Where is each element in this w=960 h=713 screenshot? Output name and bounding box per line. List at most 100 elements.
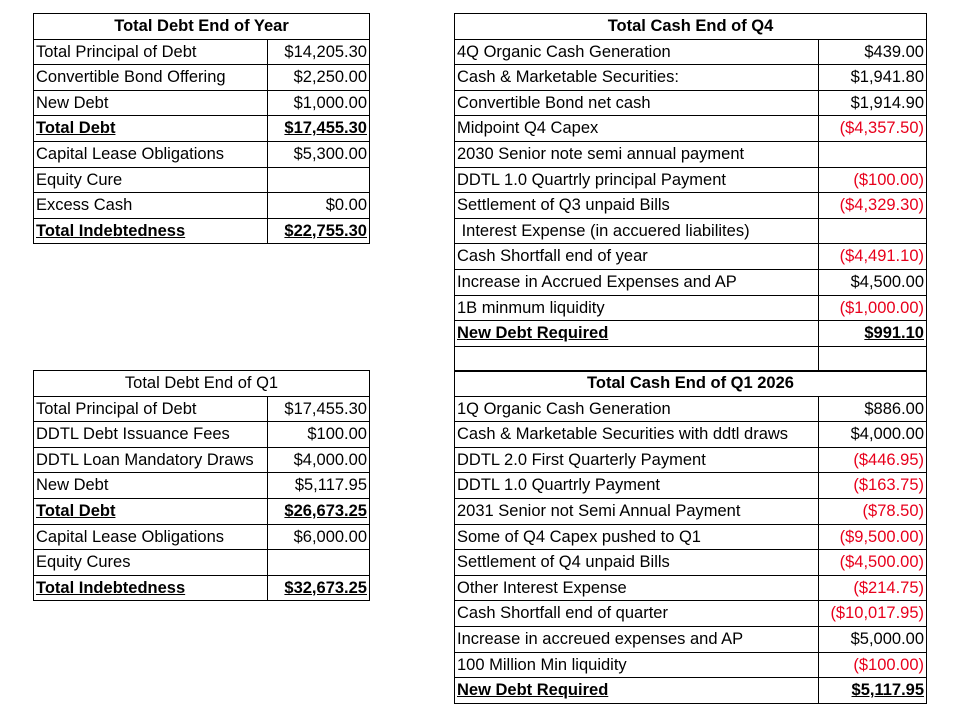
row-label: DDTL 1.0 Quartrly principal Payment <box>454 166 819 194</box>
row-label: DDTL 2.0 First Quarterly Payment <box>454 446 819 474</box>
table-row: Convertible Bond Offering $2,250.00 <box>33 64 370 91</box>
row-value: $5,000.00 <box>817 625 928 653</box>
row-value <box>818 217 927 245</box>
table-row: 1Q Organic Cash Generation $886.00 <box>454 395 928 423</box>
table-title: Total Cash End of Q1 2026 <box>453 370 928 397</box>
table-header-row: Total Cash End of Q1 2026 <box>453 370 928 397</box>
table-row-new-debt-required: New Debt Required $991.10 <box>454 320 927 347</box>
row-value: $2,250.00 <box>267 64 370 91</box>
row-label: Excess Cash <box>33 192 268 219</box>
table-row-empty <box>454 345 927 373</box>
row-label <box>454 345 819 373</box>
row-label: Other Interest Expense <box>454 574 819 602</box>
row-value <box>818 140 927 168</box>
table-row: New Debt $5,117.95 <box>33 472 370 499</box>
row-label: Total Debt <box>33 115 268 142</box>
row-label: Cash Shortfall end of quarter <box>454 600 819 627</box>
table-title: Total Debt End of Year <box>33 13 370 40</box>
row-label: 2031 Senior not Semi Annual Payment <box>454 497 819 525</box>
table-row: DDTL 1.0 Quartrly Payment ($163.75) <box>454 472 928 499</box>
table-row-total-indebtedness: Total Indebtedness $32,673.25 <box>33 574 370 602</box>
row-value: $5,300.00 <box>267 140 370 168</box>
row-value-negative: ($163.75) <box>817 472 928 499</box>
row-value: $14,205.30 <box>267 38 370 66</box>
row-label: Cash & Marketable Securities with ddtl d… <box>454 421 819 448</box>
row-value: $439.00 <box>818 38 927 66</box>
row-value: $26,673.25 <box>267 497 370 525</box>
row-value-negative: ($100.00) <box>817 651 928 679</box>
row-label: Some of Q4 Capex pushed to Q1 <box>454 523 819 551</box>
table-row: New Debt $1,000.00 <box>33 89 370 117</box>
row-value: $1,000.00 <box>267 89 370 117</box>
row-label: Cash & Marketable Securities: <box>454 64 819 91</box>
row-label: Equity Cure <box>33 166 268 194</box>
row-value <box>818 345 927 373</box>
table-row: Other Interest Expense ($214.75) <box>454 574 928 602</box>
row-label: Equity Cures <box>33 549 268 576</box>
row-label: Convertible Bond net cash <box>454 89 819 117</box>
table-row: 1B minmum liquidity ($1,000.00) <box>454 294 927 322</box>
row-label: 2030 Senior note semi annual payment <box>454 140 819 168</box>
table-header-row: Total Debt End of Year <box>33 13 370 40</box>
row-label: 1Q Organic Cash Generation <box>454 395 819 423</box>
row-value: $886.00 <box>817 395 928 423</box>
row-value: $991.10 <box>818 320 927 347</box>
row-value-negative: ($100.00) <box>818 166 927 194</box>
table-row: DDTL Loan Mandatory Draws $4,000.00 <box>33 446 370 474</box>
table-row: DDTL 1.0 Quartrly principal Payment ($10… <box>454 166 927 194</box>
table-row: Cash & Marketable Securities with ddtl d… <box>454 421 928 448</box>
row-label: Total Debt <box>33 497 268 525</box>
table-row: Increase in Accrued Expenses and AP $4,5… <box>454 268 927 296</box>
row-value <box>267 549 370 576</box>
table-row: Increase in accreued expenses and AP $5,… <box>454 625 928 653</box>
row-label: Total Indebtedness <box>33 574 268 602</box>
table-row: 4Q Organic Cash Generation $439.00 <box>454 38 927 66</box>
table-header-row: Total Cash End of Q4 <box>454 13 927 40</box>
row-value <box>267 166 370 194</box>
row-label: Interest Expense (in accuered liabilites… <box>454 217 819 245</box>
table-title: Total Debt End of Q1 <box>33 370 370 397</box>
row-label: Convertible Bond Offering <box>33 64 268 91</box>
table-row: 2031 Senior not Semi Annual Payment ($78… <box>454 497 928 525</box>
table-row: 100 Million Min liquidity ($100.00) <box>454 651 928 679</box>
row-label: Total Principal of Debt <box>33 395 268 423</box>
table-row: Cash Shortfall end of quarter ($10,017.9… <box>454 600 928 627</box>
table-header-row: Total Debt End of Q1 <box>33 370 370 397</box>
table-row: Cash Shortfall end of year ($4,491.10) <box>454 243 927 270</box>
table-row-total-indebtedness: Total Indebtedness $22,755.30 <box>33 217 370 245</box>
row-label: DDTL 1.0 Quartrly Payment <box>454 472 819 499</box>
table-total-cash-end-of-q4: Total Cash End of Q4 4Q Organic Cash Gen… <box>454 13 927 373</box>
row-value: $32,673.25 <box>267 574 370 602</box>
row-value-negative: ($1,000.00) <box>818 294 927 322</box>
row-value: $17,455.30 <box>267 115 370 142</box>
table-row: Some of Q4 Capex pushed to Q1 ($9,500.00… <box>454 523 928 551</box>
row-value: $4,000.00 <box>267 446 370 474</box>
table-row: Midpoint Q4 Capex ($4,357.50) <box>454 115 927 142</box>
table-total-cash-end-of-q1-2026: Total Cash End of Q1 2026 1Q Organic Cas… <box>453 370 928 704</box>
row-value: $5,117.95 <box>817 677 928 704</box>
row-label: New Debt <box>33 89 268 117</box>
row-value: $5,117.95 <box>267 472 370 499</box>
table-total-debt-end-of-q1: Total Debt End of Q1 Total Principal of … <box>33 370 370 602</box>
row-label: Total Principal of Debt <box>33 38 268 66</box>
table-row: Capital Lease Obligations $5,300.00 <box>33 140 370 168</box>
table-row: Total Principal of Debt $17,455.30 <box>33 395 370 423</box>
row-label: Capital Lease Obligations <box>33 140 268 168</box>
row-value: $4,000.00 <box>817 421 928 448</box>
table-row: Interest Expense (in accuered liabilites… <box>454 217 927 245</box>
row-label: Increase in Accrued Expenses and AP <box>454 268 819 296</box>
row-label: New Debt Required <box>454 320 819 347</box>
row-value: $22,755.30 <box>267 217 370 245</box>
table-row: Settlement of Q3 unpaid Bills ($4,329.30… <box>454 192 927 219</box>
row-label: Increase in accreued expenses and AP <box>454 625 819 653</box>
row-label: 1B minmum liquidity <box>454 294 819 322</box>
row-value: $17,455.30 <box>267 395 370 423</box>
row-label: 4Q Organic Cash Generation <box>454 38 819 66</box>
table-row: Capital Lease Obligations $6,000.00 <box>33 523 370 551</box>
row-label: New Debt <box>33 472 268 499</box>
row-label: Settlement of Q4 unpaid Bills <box>454 549 819 576</box>
row-value-negative: ($4,329.30) <box>818 192 927 219</box>
row-label: Total Indebtedness <box>33 217 268 245</box>
table-total-debt-end-of-year: Total Debt End of Year Total Principal o… <box>33 13 370 245</box>
row-label: Settlement of Q3 unpaid Bills <box>454 192 819 219</box>
